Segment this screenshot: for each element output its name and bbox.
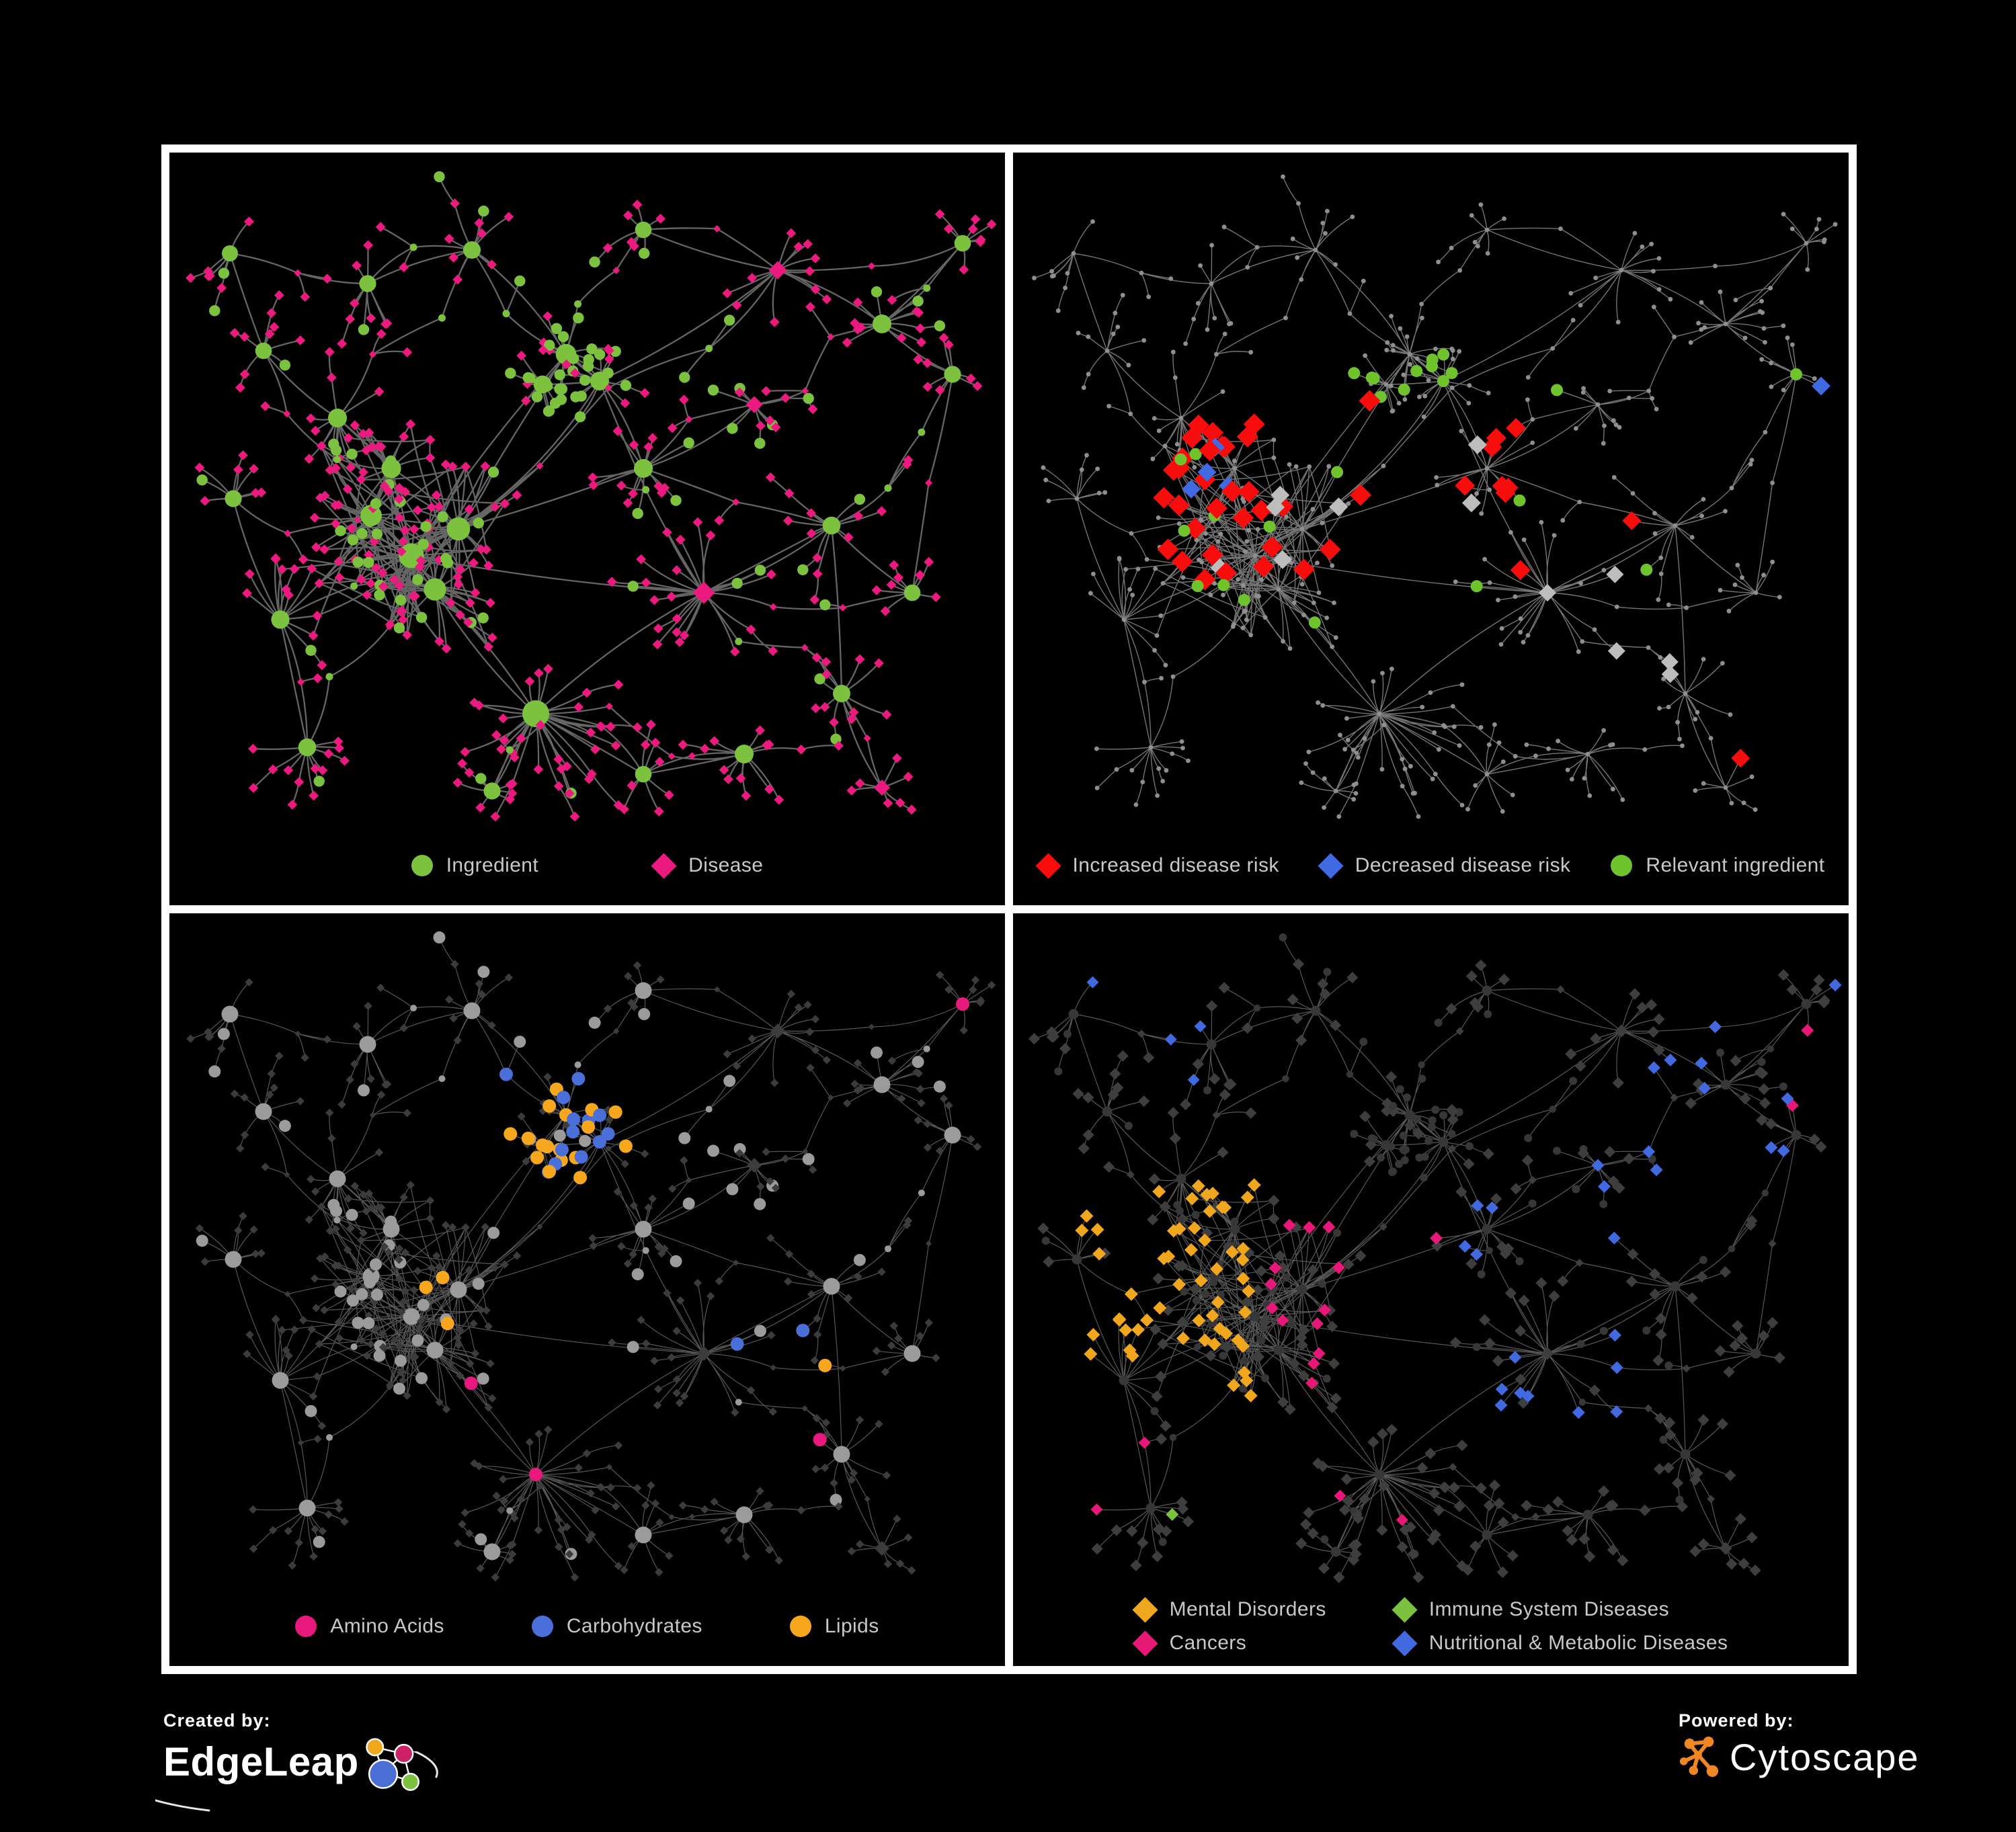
network-graph-disease-classes bbox=[1028, 933, 1842, 1583]
legend-label: Increased disease risk bbox=[1072, 854, 1279, 876]
legend-item: Nutritional & Metabolic Diseases bbox=[1392, 1630, 1728, 1657]
legend-label: Mental Disorders bbox=[1169, 1598, 1326, 1620]
legend-item: Immune System Diseases bbox=[1392, 1596, 1728, 1623]
legend-ingredient-disease: Ingredient Disease bbox=[169, 826, 1005, 905]
legend-item: Decreased disease risk bbox=[1318, 852, 1571, 879]
cytoscape-logo-icon bbox=[1679, 1737, 1719, 1778]
panel-nutrient-classes: Amino Acids Carbohydrates Lipids bbox=[169, 913, 1005, 1666]
legend-label: Lipids bbox=[824, 1615, 879, 1637]
created-by-block: Created by: EdgeLeap bbox=[155, 1710, 438, 1812]
panel-disease-classes: Mental Disorders Immune System Diseases … bbox=[1013, 913, 1849, 1666]
legend-item: Carbohydrates bbox=[531, 1615, 702, 1638]
network-graph-ingredient-disease bbox=[186, 171, 997, 822]
legend-disease-risk: Increased disease risk Decreased disease… bbox=[1013, 826, 1849, 905]
edgeleap-wordmark: EdgeLeap bbox=[163, 1739, 359, 1784]
disease-diamond-marker bbox=[651, 852, 677, 879]
edgeleap-brand-row: EdgeLeap bbox=[155, 1733, 438, 1812]
legend-item: Cancers bbox=[1132, 1630, 1326, 1657]
legend-label: Cancers bbox=[1169, 1632, 1247, 1654]
legend-item: Amino Acids bbox=[295, 1615, 444, 1638]
legend-item: Lipids bbox=[789, 1615, 879, 1638]
legend-item: Increased disease risk bbox=[1035, 852, 1279, 879]
legend-item: Disease bbox=[651, 852, 764, 879]
legend-label: Nutritional & Metabolic Diseases bbox=[1428, 1632, 1728, 1654]
powered-by-block: Powered by: bbox=[1679, 1710, 1920, 1780]
legend-label: Decreased disease risk bbox=[1355, 854, 1571, 876]
cancers-diamond-marker bbox=[1132, 1630, 1158, 1657]
ingredient-circle-marker bbox=[411, 855, 433, 876]
powered-by-label: Powered by: bbox=[1679, 1710, 1794, 1731]
legend-label: Relevant ingredient bbox=[1646, 854, 1825, 876]
cytoscape-wordmark: Cytoscape bbox=[1730, 1736, 1920, 1778]
relevant-ingredient-circle-marker bbox=[1611, 855, 1633, 876]
panel-grid: Ingredient Disease Increased disease ris… bbox=[161, 144, 1857, 1674]
carbohydrates-circle-marker bbox=[531, 1616, 553, 1637]
legend-label: Immune System Diseases bbox=[1428, 1598, 1669, 1620]
lipids-circle-marker bbox=[789, 1616, 811, 1637]
legend-nutrient-classes: Amino Acids Carbohydrates Lipids bbox=[169, 1587, 1005, 1666]
network-graph-nutrient-classes bbox=[186, 931, 996, 1582]
legend-label: Amino Acids bbox=[330, 1615, 444, 1637]
panel-ingredient-disease: Ingredient Disease bbox=[169, 153, 1005, 905]
immune-diseases-diamond-marker bbox=[1392, 1596, 1418, 1623]
network-graph-disease-risk bbox=[1032, 174, 1838, 819]
nutritional-metabolic-diamond-marker bbox=[1392, 1630, 1418, 1657]
legend-label: Disease bbox=[688, 854, 764, 876]
edgeleap-logo-icon bbox=[366, 1738, 419, 1791]
panel-disease-risk: Increased disease risk Decreased disease… bbox=[1013, 153, 1849, 905]
legend-item: Relevant ingredient bbox=[1611, 854, 1824, 877]
legend-label: Carbohydrates bbox=[566, 1615, 702, 1637]
cytoscape-brand-row: Cytoscape bbox=[1679, 1735, 1920, 1780]
created-by-label: Created by: bbox=[163, 1710, 271, 1731]
legend-item: Mental Disorders bbox=[1132, 1596, 1326, 1623]
legend-disease-classes: Mental Disorders Immune System Diseases … bbox=[1013, 1587, 1849, 1666]
legend-label: Ingredient bbox=[446, 854, 539, 876]
amino-acids-circle-marker bbox=[295, 1616, 317, 1637]
mental-disorders-diamond-marker bbox=[1132, 1596, 1158, 1623]
increased-risk-diamond-marker bbox=[1035, 852, 1061, 879]
decreased-risk-diamond-marker bbox=[1318, 852, 1344, 879]
legend-item: Ingredient bbox=[411, 854, 538, 877]
